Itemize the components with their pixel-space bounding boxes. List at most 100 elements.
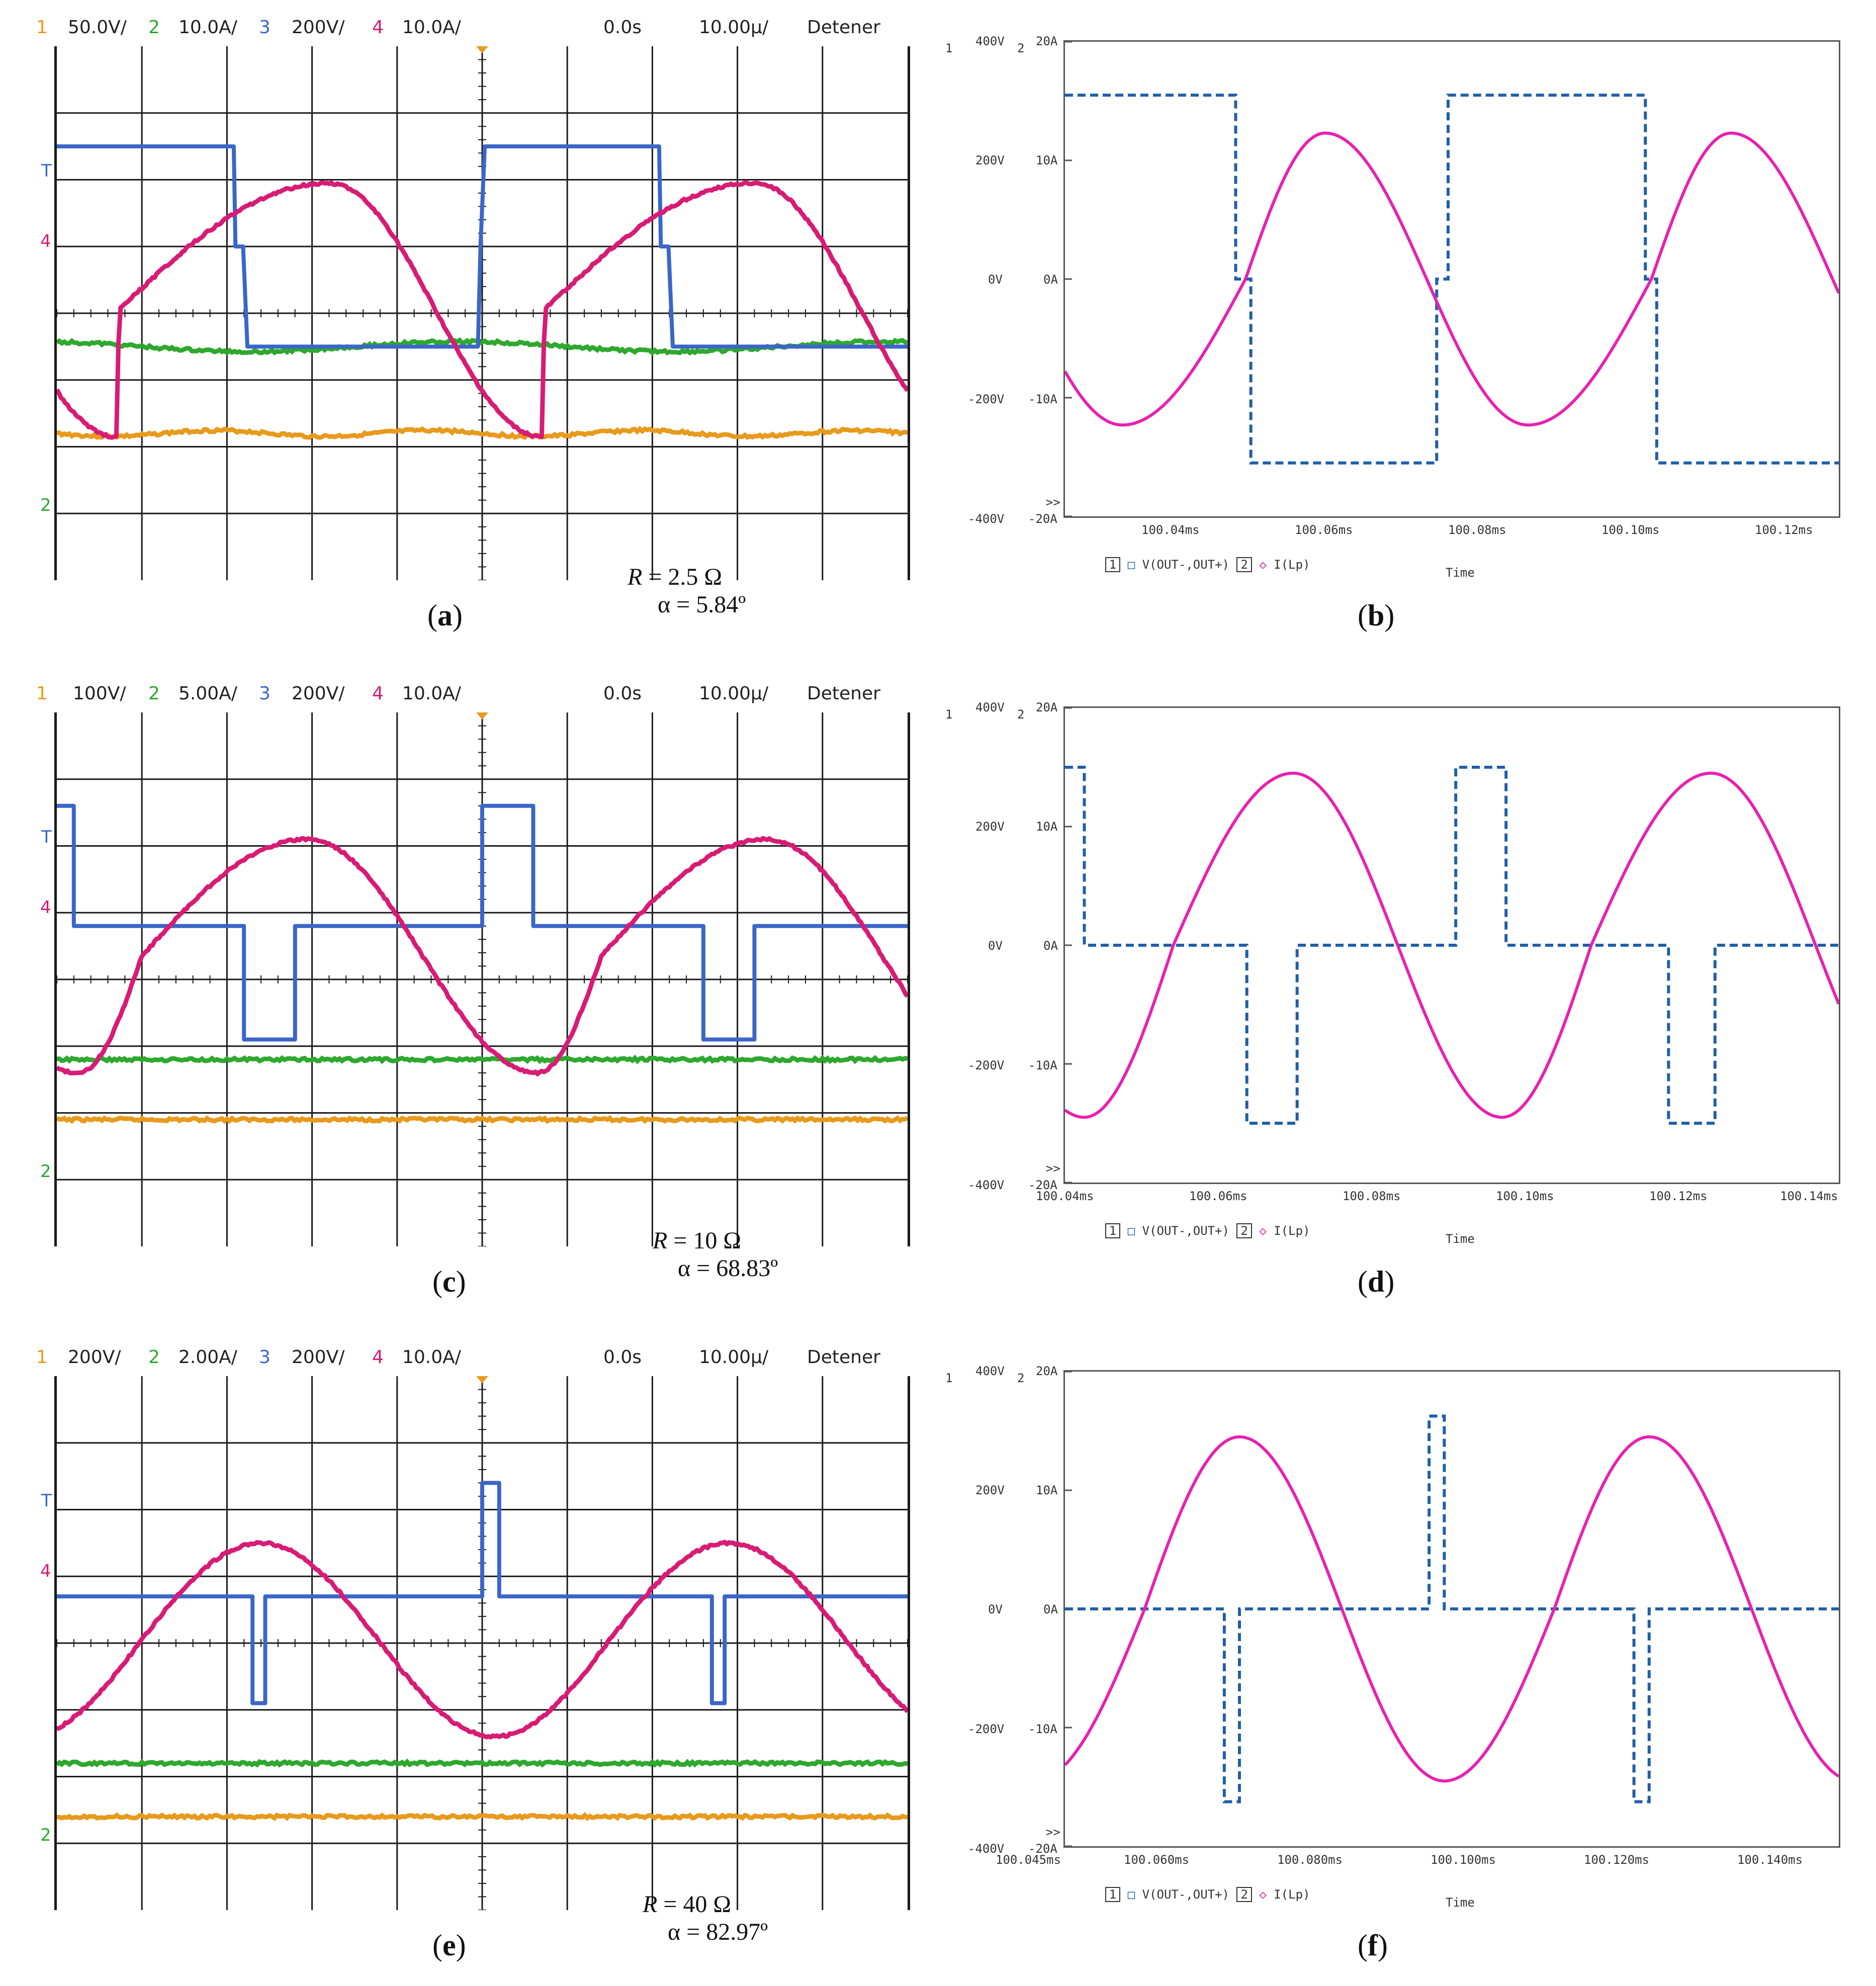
caption-f: (f) bbox=[1358, 1929, 1388, 1962]
scope-annotation: R = 10 Ω α = 68.83º bbox=[629, 1199, 778, 1310]
sim-plot-area bbox=[1063, 40, 1840, 518]
y2-tick: 20A bbox=[1036, 700, 1058, 714]
x-tick: 100.120ms bbox=[1584, 1853, 1650, 1867]
x-tick: 100.100ms bbox=[1431, 1853, 1496, 1867]
graticule bbox=[57, 46, 908, 580]
run-status: Detener bbox=[807, 17, 880, 38]
x-tick: 100.06ms bbox=[1295, 523, 1353, 537]
time-scale: 10.00µ/ bbox=[699, 683, 769, 704]
x-tick: 100.10ms bbox=[1496, 1189, 1554, 1203]
more-marker: >> bbox=[1046, 1161, 1060, 1176]
caption-e: (e) bbox=[432, 1929, 466, 1962]
y2-axis-mark: 2 bbox=[1017, 41, 1025, 55]
time-offset: 0.0s bbox=[603, 1347, 642, 1368]
y1-tick: -200V bbox=[968, 1058, 1005, 1072]
more-marker: >> bbox=[1046, 495, 1060, 509]
y1-tick: -400V bbox=[968, 512, 1005, 526]
trigger-marker: T bbox=[41, 827, 52, 847]
x-tick: 100.080ms bbox=[1277, 1853, 1343, 1867]
y2-axis-mark: 2 bbox=[1017, 1371, 1025, 1385]
square-marker-icon: □ bbox=[1127, 1224, 1135, 1238]
ch4-label: 4 bbox=[372, 1347, 384, 1368]
ch4-label: 4 bbox=[372, 683, 384, 704]
scope-plot bbox=[57, 46, 908, 580]
x-tick: 100.12ms bbox=[1649, 1189, 1708, 1203]
y2-tick: 20A bbox=[1036, 34, 1058, 48]
legend-trace-1: V(OUT-,OUT+) bbox=[1142, 1224, 1229, 1238]
y1-tick: 0V bbox=[988, 939, 1003, 953]
legend-index-2: 2 bbox=[1236, 1223, 1252, 1238]
ch2-ground-marker: 2 bbox=[40, 495, 51, 515]
ch1-scale: 200V/ bbox=[68, 1347, 121, 1368]
legend-trace-1: V(OUT-,OUT+) bbox=[1142, 1887, 1229, 1902]
time-scale: 10.00µ/ bbox=[699, 1347, 769, 1368]
y1-axis-mark: 1 bbox=[945, 707, 953, 721]
ch3-trace bbox=[57, 803, 908, 1042]
x-axis-label: Time bbox=[1446, 1232, 1475, 1246]
x-tick: 100.10ms bbox=[1601, 523, 1660, 537]
ch3-scale: 200V/ bbox=[292, 1347, 345, 1368]
caption-d: (d) bbox=[1358, 1265, 1395, 1298]
y1-tick: 200V bbox=[975, 153, 1005, 167]
ch2-trace bbox=[57, 1054, 908, 1064]
resistance-symbol: R bbox=[653, 1227, 668, 1254]
legend-trace-2: I(Lp) bbox=[1274, 1224, 1310, 1238]
y1-tick: -200V bbox=[968, 1722, 1005, 1736]
ch4-trace bbox=[57, 179, 908, 440]
legend-trace-1: V(OUT-,OUT+) bbox=[1142, 558, 1229, 572]
trigger-marker: T bbox=[41, 1491, 52, 1511]
scope-header: 1 50.0V/ 2 10.0A/ 3 200V/ 4 10.0A/ 0.0s … bbox=[30, 15, 910, 45]
y1-tick: 0V bbox=[988, 1602, 1003, 1616]
ch4-scale: 10.0A/ bbox=[402, 1347, 461, 1368]
scope-panel-c: 1 100V/ 2 5.00A/ 3 200V/ 4 10.0A/ 0.0s 1… bbox=[30, 681, 915, 1315]
ch2-scale: 2.00A/ bbox=[178, 1347, 237, 1368]
current-trace bbox=[1065, 131, 1839, 427]
scope-screen bbox=[54, 712, 910, 1246]
x-tick: 100.060ms bbox=[1124, 1853, 1190, 1867]
ch3-label: 3 bbox=[259, 683, 271, 704]
scope-plot bbox=[57, 712, 908, 1246]
ch1-scale: 100V/ bbox=[73, 683, 126, 704]
sim-panel-b: 1 2 400V 200V 0V -200V -400V 20A 10A 0A … bbox=[945, 34, 1850, 644]
y1-tick: -200V bbox=[968, 392, 1005, 406]
voltage-trace bbox=[1065, 766, 1839, 1125]
diamond-marker-icon: ◇ bbox=[1259, 1224, 1267, 1238]
ch3-trace bbox=[57, 1481, 908, 1705]
ch1-trace bbox=[57, 1115, 908, 1124]
ch1-trace bbox=[57, 425, 908, 440]
alpha-value: α = 5.84º bbox=[658, 591, 746, 618]
ch3-scale: 200V/ bbox=[292, 17, 345, 38]
y2-axis-mark: 2 bbox=[1017, 707, 1025, 721]
legend-trace-2: I(Lp) bbox=[1274, 558, 1310, 572]
sim-panel-f: 1 2 400V 200V 0V -200V -400V 20A 10A 0A … bbox=[945, 1364, 1850, 1973]
y1-tick: 200V bbox=[975, 820, 1005, 834]
current-trace bbox=[1065, 1435, 1839, 1783]
y2-tick: 10A bbox=[1036, 1483, 1058, 1497]
ch2-ground-marker: 2 bbox=[40, 1825, 51, 1845]
x-tick: 100.14ms bbox=[1780, 1189, 1838, 1203]
sim-plot-area bbox=[1063, 1370, 1840, 1848]
y2-tick: -20A bbox=[1028, 1178, 1057, 1192]
square-marker-icon: □ bbox=[1127, 1887, 1135, 1902]
x-tick: 100.08ms bbox=[1343, 1189, 1401, 1203]
y1-tick: 400V bbox=[975, 34, 1005, 48]
sim-plot bbox=[1065, 1372, 1839, 1846]
scope-annotation: R = 2.5 Ω α = 5.84º bbox=[603, 535, 746, 646]
legend-index-1: 1 bbox=[1105, 557, 1121, 572]
x-tick: 100.04ms bbox=[1036, 1189, 1094, 1203]
x-axis-label: Time bbox=[1446, 566, 1475, 580]
scope-screen bbox=[54, 46, 910, 580]
y2-tick: -10A bbox=[1028, 1722, 1057, 1736]
y1-tick: 0V bbox=[988, 273, 1003, 287]
alpha-value: α = 68.83º bbox=[678, 1255, 778, 1282]
ch2-scale: 10.0A/ bbox=[178, 17, 237, 38]
y2-tick: -10A bbox=[1028, 1058, 1057, 1072]
scope-panel-a: 1 50.0V/ 2 10.0A/ 3 200V/ 4 10.0A/ 0.0s … bbox=[30, 15, 915, 649]
sim-plot-area bbox=[1063, 706, 1840, 1184]
x-axis-label: Time bbox=[1446, 1895, 1475, 1910]
graticule bbox=[57, 712, 908, 1246]
time-scale: 10.00µ/ bbox=[699, 17, 769, 38]
ch4-trace bbox=[57, 836, 908, 1076]
legend-trace-2: I(Lp) bbox=[1274, 1887, 1310, 1902]
y2-tick: 10A bbox=[1036, 820, 1058, 834]
